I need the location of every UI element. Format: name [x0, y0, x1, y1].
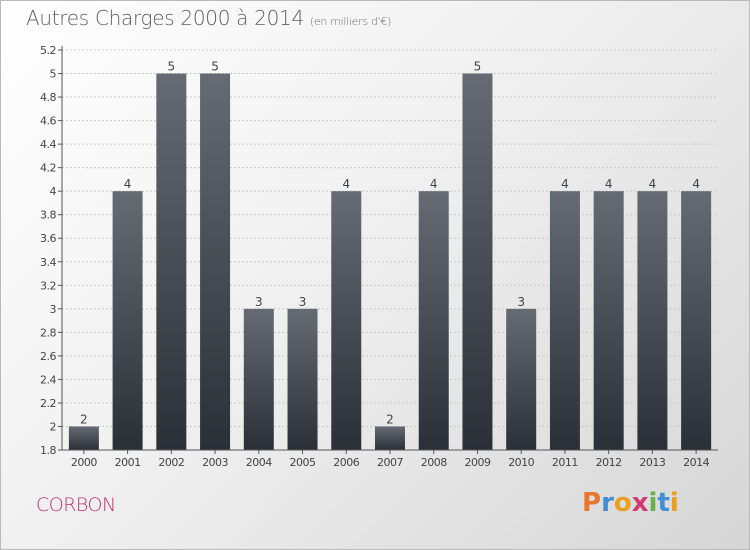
x-tick-label: 2011: [552, 456, 578, 469]
bars: [68, 73, 712, 451]
bar-2014: [681, 191, 712, 451]
x-tick-label: 2000: [71, 456, 97, 469]
logo-letter: t: [657, 488, 670, 518]
bar-value-label: 3: [517, 295, 525, 309]
bar-2009: [462, 73, 493, 450]
bar-value-label: 3: [299, 295, 307, 309]
y-tick-label: 3: [50, 303, 57, 316]
bar-value-label: 4: [605, 177, 613, 191]
chart-subtitle: (en milliers d'€): [309, 15, 392, 28]
bar-2006: [331, 191, 362, 451]
y-tick-label: 4.2: [40, 162, 56, 175]
bar-value-label: 4: [124, 177, 132, 191]
y-tick-label: 4.4: [40, 138, 56, 151]
y-axis-ticks: 1.8 2 2.2 2.4 2.6 2.8 3 3.2 3.4 3.6 3.8 4 4.2 4.4 4.6 4…: [40, 44, 62, 457]
chart-title-block: Autres Charges 2000 à 2014 (en milliers d…: [26, 6, 391, 36]
y-tick-label: 2.6: [40, 350, 56, 363]
y-tick-label: 2.8: [40, 326, 56, 339]
bar-value-label: 4: [561, 177, 569, 191]
bar-value-label: 4: [692, 177, 700, 191]
y-tick-label: 3.4: [40, 256, 56, 269]
y-tick-label: 2: [50, 420, 57, 433]
proxiti-logo: Proxiti: [582, 488, 679, 522]
bar-2001: [112, 191, 143, 451]
bar-2007: [375, 426, 405, 450]
bar-2003: [200, 73, 231, 450]
commune-name: CORBON: [36, 494, 116, 516]
x-tick-label: 2012: [596, 456, 622, 469]
x-tick-label: 2006: [333, 456, 359, 469]
bar-value-label: 4: [649, 177, 657, 191]
x-tick-label: 2009: [464, 456, 490, 469]
y-tick-label: 5: [50, 68, 57, 81]
y-tick-label: 5.2: [40, 44, 56, 57]
logo-letter: i: [648, 488, 658, 518]
bar-2004: [243, 308, 274, 450]
axes: [61, 46, 718, 451]
x-tick-label: 2005: [290, 456, 316, 469]
bar-value-label: 4: [430, 177, 438, 191]
bar-2005: [287, 308, 318, 450]
logo-letter: x: [631, 488, 649, 518]
y-tick-label: 4: [50, 185, 57, 198]
y-tick-label: 2.4: [40, 373, 56, 386]
bar-value-label: 5: [211, 60, 219, 74]
bar-2010: [506, 308, 537, 450]
x-tick-label: 2007: [377, 456, 403, 469]
bar-value-label: 2: [386, 412, 394, 426]
bar-value-label: 5: [168, 60, 176, 74]
x-tick-label: 2008: [421, 456, 447, 469]
x-tick-label: 2004: [246, 456, 272, 469]
bar-value-labels: 2 4 5 5 3 3 4 2 4 5 3 4 4 4 4: [80, 60, 700, 427]
y-tick-label: 4.6: [40, 115, 56, 128]
y-tick-label: 2.2: [40, 397, 56, 410]
bar-value-label: 3: [255, 295, 263, 309]
logo-letter: o: [613, 488, 632, 518]
bar-2012: [593, 191, 624, 451]
bar-value-label: 5: [474, 60, 482, 74]
x-tick-label: 2003: [202, 456, 228, 469]
x-tick-label: 2014: [683, 456, 709, 469]
bar-2008: [418, 191, 449, 451]
y-tick-label: 1.8: [40, 444, 56, 457]
logo-letter: i: [669, 488, 679, 518]
y-tick-label: 3.6: [40, 232, 56, 245]
x-tick-label: 2002: [158, 456, 184, 469]
bar-value-label: 2: [80, 412, 88, 426]
x-tick-label: 2001: [115, 456, 141, 469]
logo-letter: r: [601, 488, 614, 518]
bar-2002: [156, 73, 187, 450]
y-tick-label: 3.2: [40, 279, 56, 292]
bar-2011: [549, 191, 580, 451]
x-tick-label: 2013: [639, 456, 665, 469]
y-tick-label: 4.8: [40, 91, 56, 104]
y-tick-label: 3.8: [40, 209, 56, 222]
bar-2000: [68, 426, 99, 450]
x-tick-label: 2010: [508, 456, 534, 469]
chart-title: Autres Charges 2000 à 2014: [26, 6, 304, 30]
bar-2013: [637, 191, 668, 451]
logo-letter: P: [582, 488, 602, 518]
bar-value-label: 4: [342, 177, 350, 191]
x-axis-ticks: 2000 2001 2002 2003 2004 2005 2006 2007 2008 2009…: [71, 450, 710, 469]
